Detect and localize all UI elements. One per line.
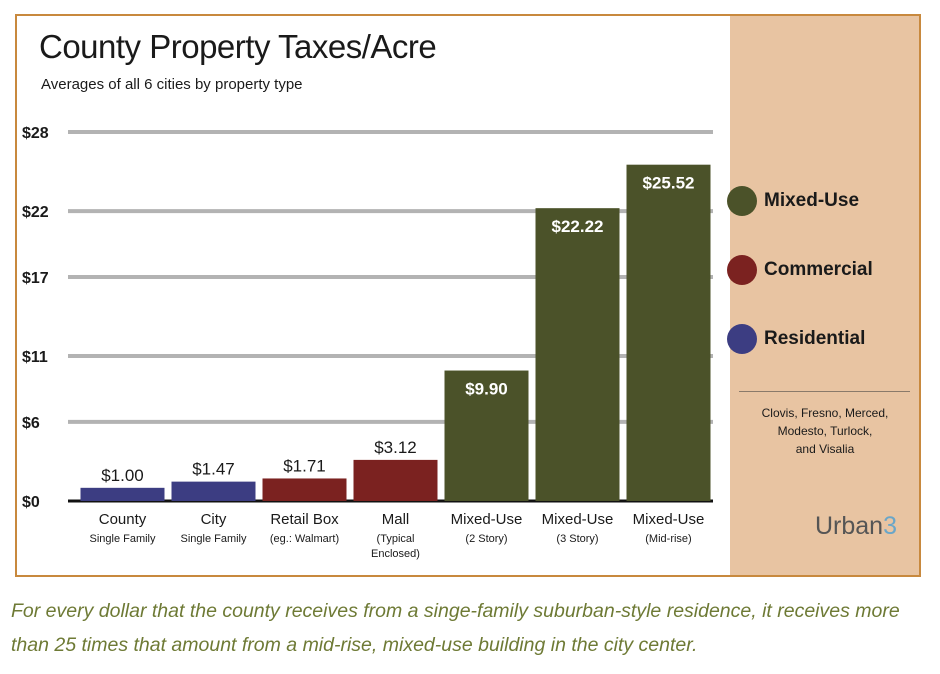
bar [80, 487, 165, 501]
x-tick-sublabel: Single Family [180, 533, 247, 545]
y-tick-label: $17 [22, 270, 49, 287]
y-tick-label: $22 [22, 204, 49, 221]
urban3-logo: Urban3 [815, 512, 897, 541]
x-tick-sublabel: (Mid-rise) [645, 533, 691, 545]
y-tick-label: $28 [22, 125, 49, 142]
cities-line: and Visalia [795, 442, 855, 456]
bar [262, 478, 347, 501]
brand-mark: 3 [883, 512, 897, 540]
bar [626, 164, 711, 501]
legend: Mixed-Use Commercial Residential [727, 186, 907, 393]
x-tick-label: Mixed-Use [633, 511, 705, 528]
legend-label-commercial: Commercial [764, 259, 873, 280]
legend-label-residential: Residential [764, 328, 866, 349]
bar-value-label: $1.00 [101, 466, 144, 485]
cities-line: Modesto, Turlock, [777, 424, 873, 438]
y-tick-label: $0 [22, 494, 40, 511]
x-tick-label: Mall [382, 511, 410, 528]
x-tick-sublabel: (2 Story) [465, 533, 507, 545]
legend-item-mixed-use: Mixed-Use [727, 186, 907, 216]
chart-title: County Property Taxes/Acre [39, 28, 437, 65]
x-tick-sublabel: Single Family [89, 533, 156, 545]
caption: For every dollar that the county receive… [11, 600, 900, 656]
bar-value-label: $25.52 [643, 174, 695, 193]
x-tick-label: County [99, 511, 147, 528]
x-tick-label: City [201, 511, 227, 528]
x-tick-sublabel: Enclosed) [371, 548, 420, 560]
bar-value-label: $1.47 [192, 460, 235, 479]
legend-item-residential: Residential [727, 324, 907, 354]
legend-swatch-mixed-use [727, 186, 757, 216]
bar-value-label: $9.90 [465, 380, 508, 399]
legend-panel [730, 16, 919, 575]
cities-line: Clovis, Fresno, Merced, [761, 406, 889, 420]
bar-value-label: $3.12 [374, 438, 417, 457]
legend-item-commercial: Commercial [727, 255, 907, 285]
brand-text: Urban [815, 512, 884, 540]
bar [535, 208, 620, 501]
bar [171, 481, 256, 501]
legend-label-mixed-use: Mixed-Use [764, 190, 860, 211]
x-tick-sublabel: (eg.: Walmart) [270, 533, 339, 545]
x-tick-sublabel: (3 Story) [556, 533, 598, 545]
x-tick-label: Retail Box [270, 511, 339, 528]
legend-divider [739, 391, 910, 392]
x-tick-sublabel: (Typical [377, 533, 415, 545]
bar-value-label: $1.71 [283, 456, 326, 475]
y-tick-label: $6 [22, 415, 40, 432]
x-tick-label: Mixed-Use [451, 511, 523, 528]
bar-value-label: $22.22 [552, 217, 604, 236]
bar [444, 370, 529, 501]
y-tick-label: $11 [22, 349, 48, 366]
legend-swatch-commercial [727, 255, 757, 285]
legend-swatch-residential [727, 324, 757, 354]
bar [353, 459, 438, 501]
chart-subtitle: Averages of all 6 cities by property typ… [41, 76, 303, 93]
cities-note: Clovis, Fresno, Merced, Modesto, Turlock… [735, 404, 915, 458]
x-tick-label: Mixed-Use [542, 511, 614, 528]
